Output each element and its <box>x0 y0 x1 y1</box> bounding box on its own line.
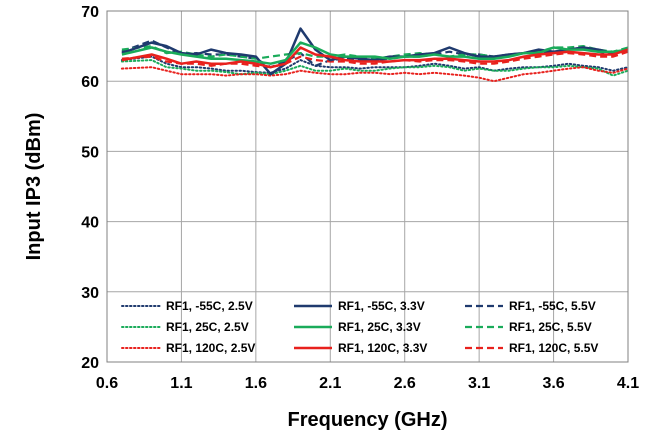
y-tick-label: 40 <box>81 215 99 232</box>
y-axis-title: Input IP3 (dBm) <box>23 113 45 261</box>
series-line-3 <box>120 59 629 77</box>
series-line-7 <box>121 46 629 69</box>
legend-label-6: RF1, 120C, 2.5V <box>166 341 255 355</box>
y-tick-label: 60 <box>81 74 99 91</box>
x-tick-label: 1.1 <box>170 375 192 392</box>
y-tick-label: 20 <box>81 355 99 372</box>
legend: RF1, -55C, 2.5V RF1, -55C, 3.3V RF1, -55C,… <box>121 299 598 355</box>
legend-label-5: RF1, 25C, 5.5V <box>509 320 592 334</box>
legend-label-4: RF1, 25C, 3.3V <box>338 320 421 334</box>
series-line-4 <box>121 41 629 65</box>
series-layer <box>120 27 629 83</box>
y-tick-label: 50 <box>81 144 99 161</box>
x-axis-title: Frequency (GHz) <box>287 409 447 431</box>
x-tick-label: 2.6 <box>394 375 416 392</box>
legend-label-1: RF1, -55C, 3.3V <box>338 299 425 313</box>
x-tick-label: 1.6 <box>245 375 267 392</box>
legend-label-7: RF1, 120C, 3.3V <box>338 341 427 355</box>
plot-frame <box>106 10 629 363</box>
x-tick-label: 0.6 <box>96 375 118 392</box>
x-tick-label: 2.1 <box>319 375 341 392</box>
x-tick-label: 4.1 <box>617 375 639 392</box>
x-tick-label: 3.1 <box>468 375 490 392</box>
legend-label-3: RF1, 25C, 2.5V <box>166 320 249 334</box>
series-line-6 <box>120 66 629 83</box>
legend-label-2: RF1, -55C, 5.5V <box>509 299 596 313</box>
legend-label-0: RF1, -55C, 2.5V <box>166 299 253 313</box>
x-tick-label: 3.6 <box>542 375 564 392</box>
y-tick-label: 30 <box>81 285 99 302</box>
legend-label-8: RF1, 120C, 5.5V <box>509 341 598 355</box>
tick-labels: 0.6 1.1 1.6 2.1 2.6 3.1 3.6 4.1 20 30 40 50 60 70 <box>81 4 639 392</box>
y-tick-label: 70 <box>81 4 99 21</box>
